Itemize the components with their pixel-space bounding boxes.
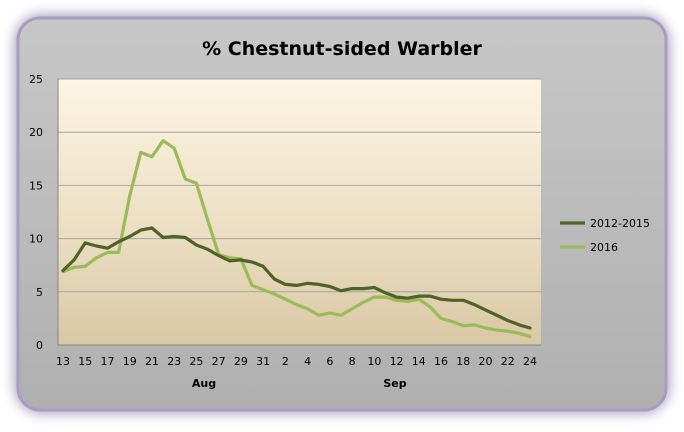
x-tick-label: 17	[100, 355, 114, 368]
chart-title: % Chestnut-sided Warbler	[202, 38, 482, 60]
legend-label: 2012-2015	[590, 217, 650, 230]
x-axis-ticks: 13 15 17 19 21 23 25 27 29 31 2 4 6 8 10 12 14 16 18 20 22 24	[56, 355, 537, 368]
legend-label: 2016	[590, 241, 618, 254]
y-tick-label: 0	[36, 339, 43, 352]
x-tick-label: 20	[479, 355, 493, 368]
series-line-2016	[61, 139, 532, 339]
month-label-sep: Sep	[383, 377, 406, 390]
x-tick-label: 10	[367, 355, 381, 368]
gridlines	[57, 78, 541, 346]
x-tick-label: 2	[282, 355, 289, 368]
legend: 2012-2015 2016	[560, 217, 650, 254]
x-tick-label: 29	[234, 355, 248, 368]
x-tick-label: 31	[256, 355, 270, 368]
x-tick-label: 22	[501, 355, 515, 368]
x-tick-label: 13	[56, 355, 70, 368]
x-tick-label: 16	[434, 355, 448, 368]
month-label-aug: Aug	[192, 377, 216, 390]
x-tick-label: 12	[390, 355, 404, 368]
y-axis-ticks: 0 5 10 15 20 25	[29, 73, 43, 352]
y-tick-label: 15	[29, 179, 43, 192]
x-tick-label: 27	[212, 355, 226, 368]
x-tick-label: 19	[123, 355, 137, 368]
series-lines	[61, 139, 532, 339]
x-tick-label: 25	[189, 355, 203, 368]
y-tick-label: 10	[29, 233, 43, 246]
x-tick-label: 4	[304, 355, 311, 368]
y-tick-label: 20	[29, 126, 43, 139]
x-tick-label: 21	[145, 355, 159, 368]
y-tick-label: 25	[29, 73, 43, 86]
x-tick-label: 24	[523, 355, 537, 368]
x-tick-label: 6	[326, 355, 333, 368]
x-tick-label: 23	[167, 355, 181, 368]
y-tick-label: 5	[36, 286, 43, 299]
x-tick-label: 8	[349, 355, 356, 368]
x-tick-label: 15	[78, 355, 92, 368]
x-tick-label: 14	[412, 355, 426, 368]
series-line-2012-2015	[61, 226, 532, 330]
x-tick-label: 18	[456, 355, 470, 368]
